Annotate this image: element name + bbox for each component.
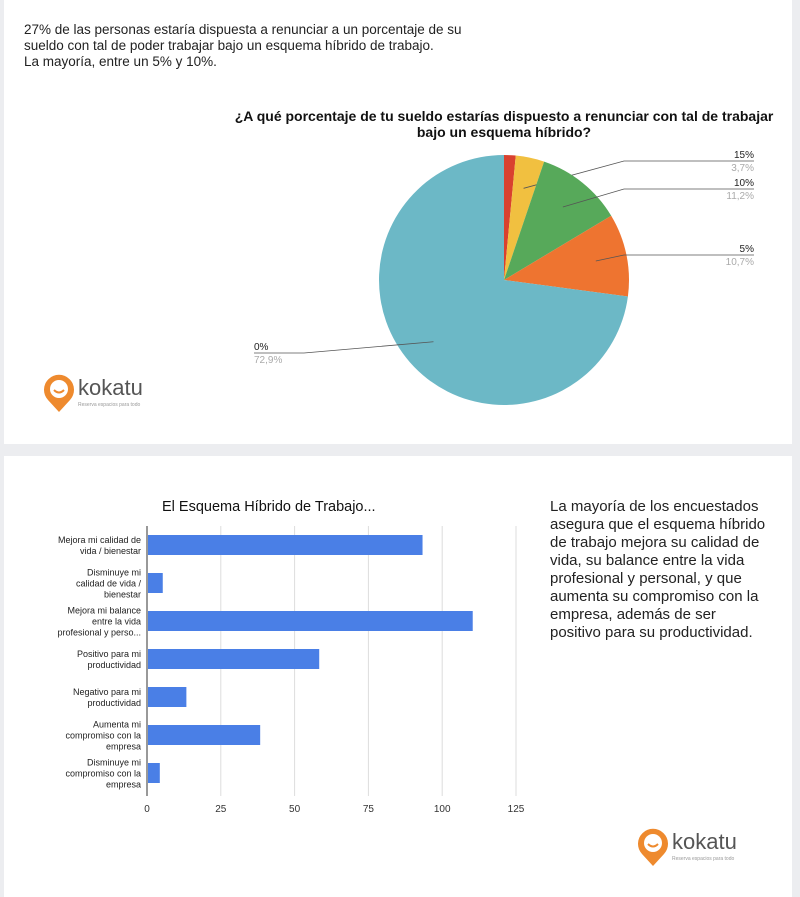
category-label: Disminuye mi — [87, 568, 141, 578]
intro-text: 27% de las personas estaría dispuesta a … — [24, 22, 624, 70]
leader-line — [562, 188, 754, 208]
category-label: vida / bienestar — [80, 546, 141, 556]
slice-label: 0% — [254, 342, 269, 353]
bar-title: El Esquema Híbrido de Trabajo... — [162, 499, 376, 515]
bar — [148, 763, 160, 783]
category-label: entre la vida — [92, 617, 141, 627]
kokatu-logo: kokatu Reserva espacios para todo — [634, 824, 737, 868]
category-label: empresa — [106, 780, 141, 790]
x-tick-label: 0 — [144, 804, 150, 815]
logo-tagline: Reserva espacios para todo — [78, 402, 141, 408]
bar — [148, 573, 163, 593]
category-label: Aumenta mi — [93, 720, 141, 730]
x-tick-label: 100 — [434, 804, 451, 815]
survey-card-hybrid: El Esquema Híbrido de Trabajo... 0 25 50 75… — [4, 456, 792, 897]
category-label: Mejora mi calidad de — [58, 535, 141, 545]
category-label: calidad de vida / — [76, 579, 142, 589]
category-label: empresa — [106, 742, 141, 752]
pie-slice — [379, 155, 628, 405]
logo-wordmark: kokatu — [78, 375, 143, 400]
intro-line: La mayoría, entre un 5% y 10%. — [24, 54, 217, 69]
pie-chart: 15% 3,7% 10% 11,2% 5% 10,7% 0% 72,9% — [254, 150, 755, 405]
category-label: productividad — [87, 660, 141, 670]
pie-slice — [504, 161, 612, 280]
pie-slice — [504, 155, 545, 280]
bar — [148, 649, 320, 669]
intro-line: sueldo con tal de poder trabajar bajo un… — [24, 38, 434, 53]
bar — [148, 611, 473, 631]
bar — [148, 687, 187, 707]
category-label: compromiso con la — [65, 731, 141, 741]
slice-label: 15% — [734, 150, 754, 161]
category-label: Mejora mi balance — [67, 606, 141, 616]
kokatu-pin-icon — [44, 374, 74, 412]
x-tick-label: 25 — [215, 804, 227, 815]
intro-line: 27% de las personas estaría dispuesta a … — [24, 22, 462, 37]
category-label: profesional y perso... — [57, 628, 141, 638]
pie-slice — [504, 155, 516, 280]
leader-line — [254, 341, 434, 354]
slice-percent: 3,7% — [731, 163, 754, 174]
x-tick-label: 50 — [289, 804, 301, 815]
slice-label: 10% — [734, 178, 754, 189]
slice-percent: 10,7% — [726, 257, 754, 268]
leader-line — [595, 254, 754, 262]
category-label: productividad — [87, 698, 141, 708]
logo-tagline: Reserva espacios para todo — [672, 856, 735, 862]
slice-percent: 72,9% — [254, 355, 282, 366]
kokatu-pin-icon — [638, 828, 668, 866]
pie-title: ¿A qué porcentaje de tu sueldo estarías … — [234, 108, 774, 140]
category-label: Negativo para mi — [73, 687, 141, 697]
bar — [148, 535, 423, 555]
survey-card-salary: 27% de las personas estaría dispuesta a … — [4, 0, 792, 444]
x-tick-label: 75 — [363, 804, 375, 815]
pie-slice — [504, 215, 629, 297]
summary-text: La mayoría de los encuestados asegura qu… — [550, 498, 766, 641]
slice-label: 5% — [740, 244, 755, 255]
category-label: compromiso con la — [65, 769, 141, 779]
logo-wordmark: kokatu — [672, 829, 737, 854]
x-tick-label: 125 — [508, 804, 525, 815]
slice-percent: 11,2% — [726, 191, 754, 202]
category-label: Disminuye mi — [87, 758, 141, 768]
category-label: Positivo para mi — [77, 649, 141, 659]
category-label: bienestar — [104, 590, 141, 600]
bar — [148, 725, 261, 745]
kokatu-logo: kokatu Reserva espacios para todo — [40, 370, 143, 414]
